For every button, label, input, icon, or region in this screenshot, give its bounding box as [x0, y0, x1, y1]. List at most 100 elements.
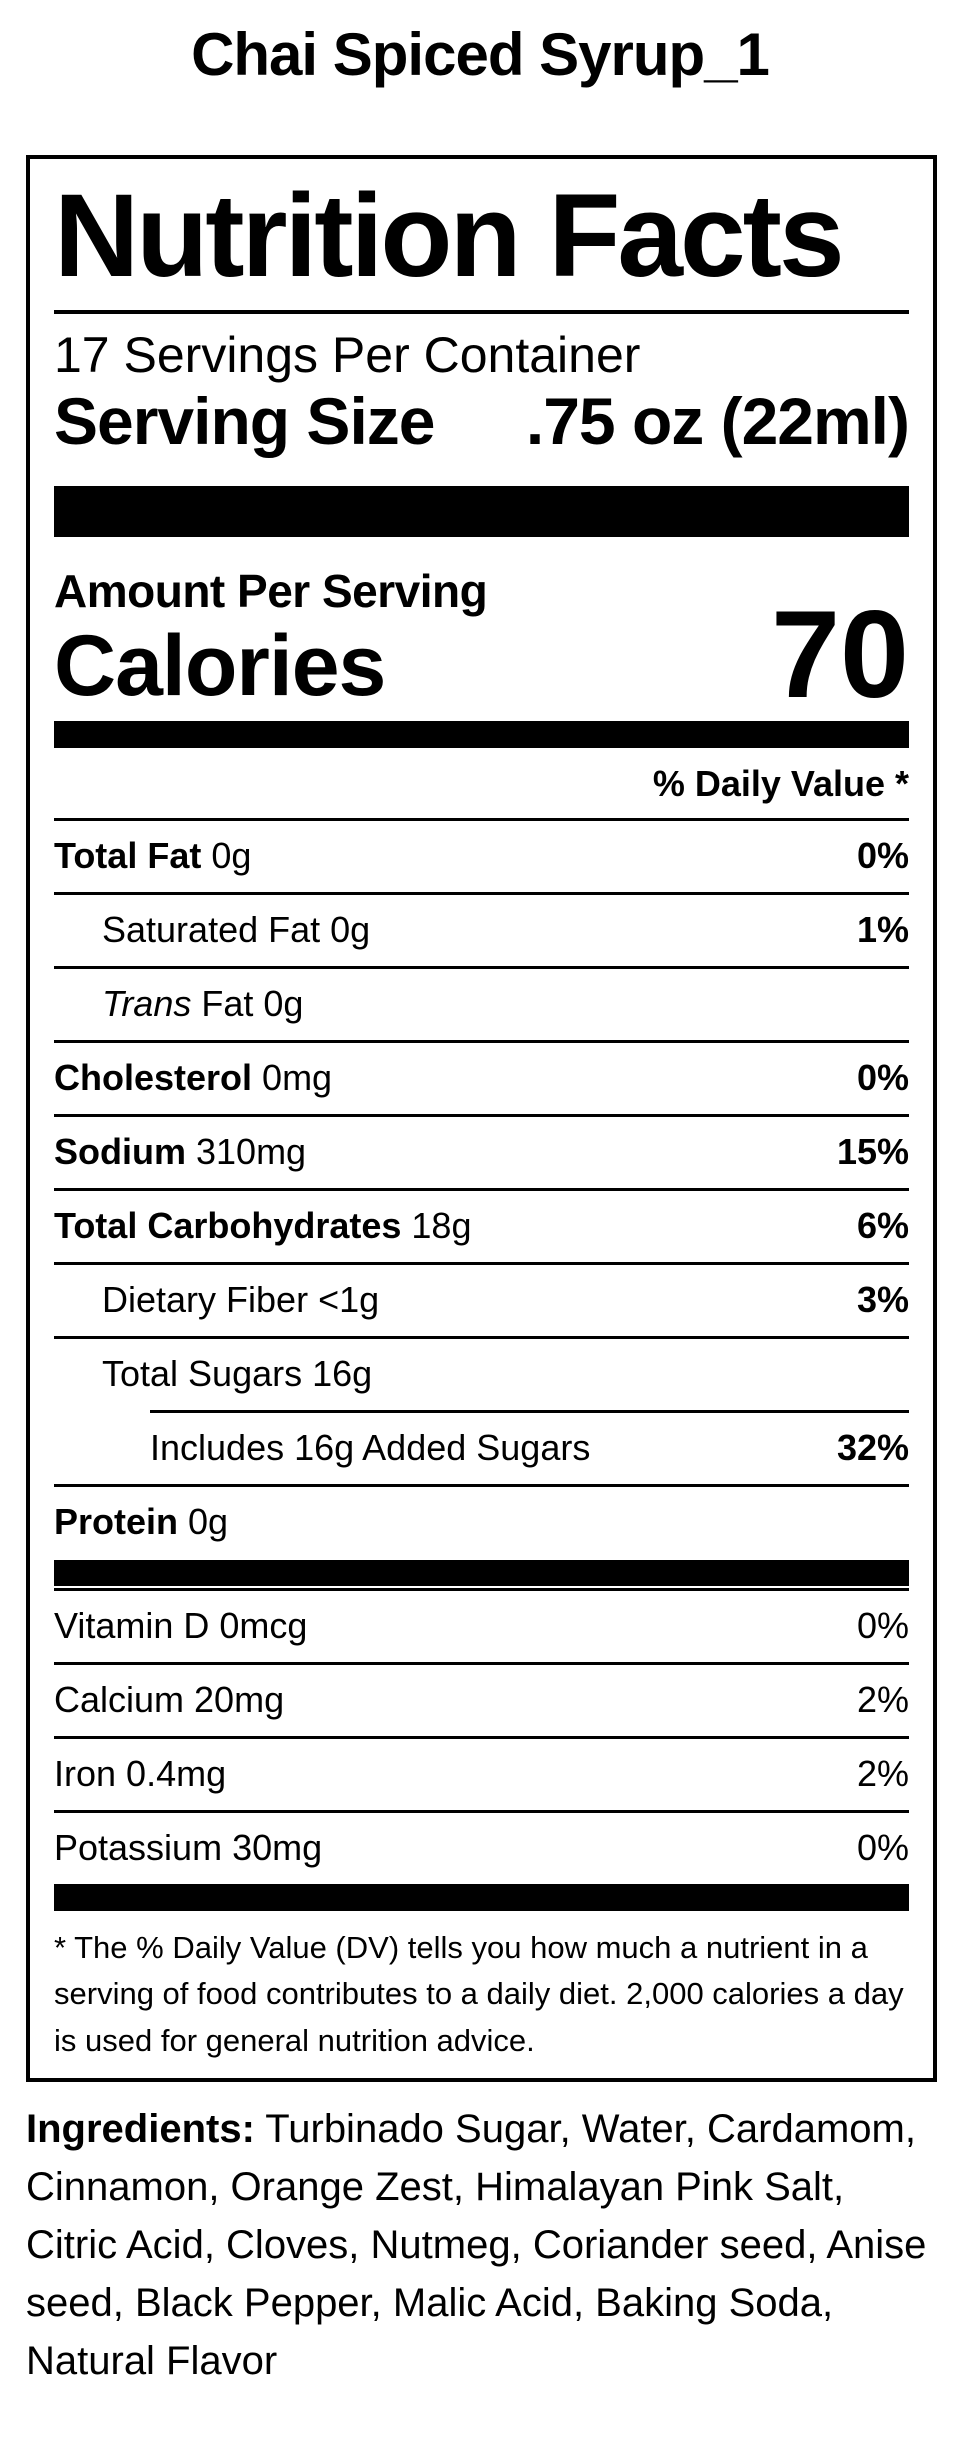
nutrient-daily-value: 0%	[856, 1057, 909, 1099]
vitamin-rows: Vitamin D 0mcg 0% Calcium 20mg 2% Iron 0.4mg…	[54, 1591, 909, 1884]
row-divider	[54, 1735, 909, 1739]
nutrient-name: Total Fat	[54, 835, 202, 877]
row-divider	[54, 1483, 909, 1487]
nutrient-name: Dietary Fiber	[102, 1279, 309, 1321]
nutrient-row-left: Cholesterol 0mg	[54, 1058, 332, 1098]
row-divider	[54, 1113, 909, 1117]
nutrient-daily-value: 0%	[856, 1605, 909, 1647]
nutrient-amount: 0.4mg	[116, 1753, 227, 1795]
nutrient-daily-value: 15%	[836, 1131, 909, 1173]
calories-row: Calories 70	[54, 593, 909, 717]
nutrient-name: Trans	[102, 983, 192, 1025]
nutrient-amount: 0g	[320, 909, 371, 951]
nutrient-amount: <1g	[308, 1279, 380, 1321]
nutrient-name: Protein	[54, 1501, 179, 1543]
nutrient-row-left: Protein 0g	[54, 1502, 228, 1542]
calories-value: 70	[771, 586, 909, 725]
nutrient-row-left: Sodium 310mg	[54, 1132, 306, 1172]
nutrient-row: Potassium 30mg 0%	[54, 1813, 909, 1884]
nutrient-name: Saturated Fat	[102, 909, 321, 951]
nutrient-row-left: Trans Fat 0g	[102, 984, 303, 1024]
nutrient-row-left: Calcium 20mg	[54, 1680, 284, 1720]
nutrient-row: Dietary Fiber <1g 3%	[54, 1265, 909, 1336]
nutrient-daily-value: 3%	[856, 1279, 909, 1321]
nutrient-row-left: Dietary Fiber <1g	[102, 1280, 379, 1320]
nutrient-row: Saturated Fat 0g 1%	[54, 895, 909, 966]
amount-per-serving-label: Amount Per Serving	[54, 565, 488, 618]
nutrient-row-left: Iron 0.4mg	[54, 1754, 226, 1794]
nutrient-daily-value: 32%	[836, 1427, 909, 1469]
separator-bar-after-protein	[54, 1559, 909, 1586]
nutrient-row: Iron 0.4mg 2%	[54, 1739, 909, 1810]
nutrient-name: Total Sugars	[102, 1353, 303, 1395]
separator-bar-medium	[54, 721, 909, 749]
nutrient-name: Potassium	[54, 1827, 223, 1869]
nutrient-row-left: Total Fat 0g	[54, 836, 251, 876]
nutrient-row: Calcium 20mg 2%	[54, 1665, 909, 1736]
nutrient-name: Iron	[54, 1753, 117, 1795]
nutrient-row: Total Carbohydrates 18g 6%	[54, 1191, 909, 1262]
nutrient-row: Vitamin D 0mcg 0%	[54, 1591, 909, 1662]
separator-bar-thick	[54, 486, 909, 538]
row-divider	[150, 1409, 909, 1413]
nutrient-row-left: Saturated Fat 0g	[102, 910, 370, 950]
row-divider	[54, 1335, 909, 1339]
serving-size-label: Serving Size	[54, 384, 435, 459]
nutrient-row: Protein 0g	[54, 1487, 909, 1558]
nutrient-name: Includes 16g Added Sugars	[150, 1427, 591, 1469]
nutrient-amount: 18g	[401, 1205, 472, 1247]
nutrient-daily-value: 1%	[856, 909, 909, 951]
servings-per-container: 17 Servings Per Container	[54, 327, 641, 384]
nutrient-name: Sodium	[54, 1131, 186, 1173]
row-divider	[54, 1187, 909, 1191]
row-divider	[54, 1661, 909, 1665]
page-title: Chai Spiced Syrup_1	[191, 21, 770, 88]
nutrient-name: Total Carbohydrates	[54, 1205, 402, 1247]
ingredients-text: Turbinado Sugar, Water, Cardamom, Cinnam…	[26, 2107, 927, 2384]
serving-size-row: Serving Size .75 oz (22ml)	[54, 384, 910, 459]
nutrient-amount: 0g	[178, 1501, 229, 1543]
nutrient-amount: Fat 0g	[191, 983, 304, 1025]
nutrient-daily-value: 0%	[856, 835, 909, 877]
nutrition-facts-label: Nutrition Facts 17 Servings Per Containe…	[26, 155, 937, 2083]
nutrient-daily-value: 2%	[856, 1679, 909, 1721]
nutrient-row: Total Fat 0g 0%	[54, 821, 909, 892]
nutrient-amount: 16g	[302, 1353, 373, 1395]
nutrient-row: Includes 16g Added Sugars 32%	[54, 1413, 909, 1484]
nutrient-row: Total Sugars 16g	[54, 1339, 909, 1410]
nutrient-amount: 30mg	[222, 1827, 323, 1869]
ingredients-label: Ingredients:	[26, 2107, 255, 2152]
heading-divider	[54, 310, 909, 315]
nutrient-row: Trans Fat 0g	[54, 969, 909, 1040]
nutrient-amount: 0mcg	[209, 1605, 308, 1647]
nutrient-amount: 20mg	[184, 1679, 285, 1721]
row-divider	[54, 1261, 909, 1265]
nutrient-row: Cholesterol 0mg 0%	[54, 1043, 909, 1114]
row-divider	[54, 1039, 909, 1043]
row-divider	[54, 965, 909, 969]
serving-size-value: .75 oz (22ml)	[525, 384, 910, 459]
page: Chai Spiced Syrup_1 Nutrition Facts 17 S…	[0, 22, 960, 2390]
nutrient-name: Cholesterol	[54, 1057, 253, 1099]
nutrient-daily-value: 0%	[856, 1827, 909, 1869]
nutrient-amount: 310mg	[186, 1131, 307, 1173]
nutrient-name: Vitamin D	[54, 1605, 210, 1647]
nutrient-rows: Total Fat 0g 0% Saturated Fat 0g 1% Trans Fa…	[54, 817, 909, 1558]
calories-label: Calories	[54, 618, 386, 715]
nutrient-amount: 0g	[201, 835, 252, 877]
nutrient-row-left: Total Carbohydrates 18g	[54, 1206, 471, 1246]
nutrient-daily-value: 2%	[856, 1753, 909, 1795]
nutrient-row-left: Total Sugars 16g	[102, 1354, 372, 1394]
ingredients: Ingredients: Turbinado Sugar, Water, Car…	[26, 2100, 932, 2390]
nutrient-name: Calcium	[54, 1679, 185, 1721]
row-divider	[54, 817, 909, 821]
row-divider	[54, 1809, 909, 1813]
nutrient-row: Sodium 310mg 15%	[54, 1117, 909, 1188]
nutrient-row-left: Includes 16g Added Sugars	[150, 1428, 590, 1468]
nutrient-row-left: Potassium 30mg	[54, 1828, 322, 1868]
separator-bar-bottom	[54, 1883, 909, 1911]
footnote: * The % Daily Value (DV) tells you how m…	[54, 1929, 904, 2058]
thin-line-under-bar	[54, 1587, 909, 1591]
nutrient-daily-value: 6%	[856, 1205, 909, 1247]
nutrient-amount: 0mg	[252, 1057, 333, 1099]
